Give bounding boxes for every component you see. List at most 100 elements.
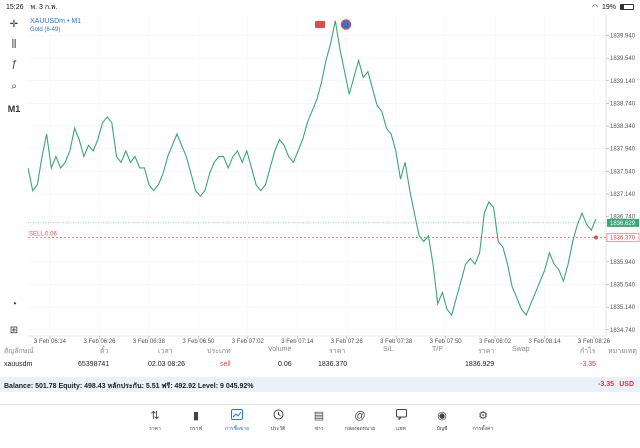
y-tick-label: 1838.340 — [610, 124, 636, 130]
current-price-tag-label: 1836.629 — [610, 221, 636, 227]
col-swap: Swap — [512, 346, 530, 353]
add-window-icon[interactable]: ⊞ — [9, 325, 19, 336]
chart-toolbar: ✛ ⫼ ƒ ⌕ M1 ◔ ⊞ — [0, 14, 28, 344]
battery-percent: 19% — [601, 3, 616, 11]
y-tick-label: 1837.940 — [610, 147, 636, 153]
sell-price-tag-label: 1836.370 — [610, 236, 636, 242]
positions-header: สัญลักษณ์ ตั๋ว เวลา ประเภท Volume ราคา S… — [0, 346, 640, 359]
mailbox-icon: @ — [354, 410, 366, 422]
tab-label: บัญชี — [436, 426, 448, 432]
y-tick-label: 1837.140 — [610, 192, 636, 198]
price-line — [27, 20, 597, 317]
table-row[interactable]: xauusdm 65398741 02.03 08:26 sell 0.06 1… — [0, 361, 640, 375]
x-tick-label: 3 Feb 06:14 — [34, 339, 67, 344]
tab-account[interactable]: ◉ บัญชี — [422, 409, 462, 433]
objects-icon[interactable]: ⌕ — [11, 81, 17, 92]
timeframe-button[interactable]: M1 — [7, 104, 21, 114]
row-price: 1836.370 — [318, 361, 348, 368]
tab-history[interactable]: ประวัติ — [258, 409, 298, 433]
y-tick-label: 1834.740 — [610, 328, 636, 334]
tab-label: ประวัติ — [270, 426, 286, 432]
total-profit: -3.35 — [598, 381, 614, 388]
chat-icon — [381, 409, 421, 423]
col-type: ประเภท — [207, 348, 231, 355]
speedometer-icon[interactable]: ◔ — [10, 299, 18, 310]
chart-icon: ▮ — [192, 410, 200, 422]
y-tick-label: 1835.140 — [610, 305, 636, 311]
y-tick-label: 1835.940 — [610, 260, 636, 266]
wifi-icon: ◠ — [591, 4, 598, 11]
col-comment: หมายเหตุ — [608, 348, 637, 355]
col-ticket: ตั๋ว — [100, 348, 109, 355]
x-tick-label: 3 Feb 06:50 — [182, 339, 215, 344]
tab-label: ราคา — [149, 426, 161, 432]
row-type: sell — [220, 361, 231, 368]
balance-summary: Balance: 501.78 Equity: 498.43 หลักประกั… — [4, 383, 254, 390]
tab-label: การตั้งค่า — [472, 426, 494, 432]
tab-trade[interactable]: การซื้อขาย — [217, 409, 257, 433]
axis-ticks: 1839.940 1839.540 1839.140 1838.740 1838.340… — [34, 34, 636, 345]
history-icon — [258, 409, 298, 423]
news-icon: ▤ — [313, 410, 325, 422]
x-tick-label: 3 Feb 07:14 — [281, 339, 314, 344]
x-tick-label: 3 Feb 07:38 — [380, 339, 413, 344]
clock: 15:26 — [6, 3, 24, 11]
col-volume: Volume — [268, 346, 292, 353]
price-chart[interactable]: 1839.940 1839.540 1839.140 1838.740 1838.340… — [27, 14, 640, 345]
row-time: 02.03 08:26 — [148, 361, 185, 368]
one-click-buttons[interactable] — [315, 19, 352, 30]
tab-chart[interactable]: ▮ กราฟ — [176, 409, 216, 433]
signal-icon[interactable] — [340, 19, 352, 30]
x-tick-label: 3 Feb 06:38 — [133, 339, 166, 344]
tab-quotes[interactable]: ⇅ ราคา — [135, 409, 175, 433]
y-tick-label: 1839.940 — [610, 34, 636, 40]
tab-chat[interactable]: แชท — [381, 409, 421, 433]
x-tick-label: 3 Feb 07:02 — [232, 339, 265, 344]
battery-icon — [620, 4, 634, 10]
function-icon[interactable]: ƒ — [11, 59, 17, 70]
settings-icon: ⚙ — [478, 410, 488, 422]
col-profit: กำไร — [580, 348, 596, 355]
x-tick-label: 3 Feb 08:14 — [529, 339, 562, 344]
sell-price-tag — [606, 233, 640, 242]
x-tick-label: 3 Feb 08:02 — [479, 339, 512, 344]
sell-order-label: SELL 0.06 — [29, 232, 57, 238]
x-tick-label: 3 Feb 08:26 — [578, 339, 611, 344]
crosshair-icon[interactable]: ✛ — [9, 19, 19, 30]
y-tick-label: 1838.740 — [610, 101, 636, 107]
y-tick-label: 1837.540 — [610, 169, 636, 175]
col-time: เวลา — [158, 348, 173, 355]
tab-label: กราฟ — [189, 426, 203, 432]
indicators-icon[interactable]: ⫼ — [11, 39, 17, 50]
row-current-price: 1836.929 — [465, 361, 495, 368]
tab-settings[interactable]: ⚙ การตั้งค่า — [463, 409, 503, 433]
bottom-tab-bar: ⇅ ราคา ▮ กราฟ การซื้อขาย ประวัติ ▤ ข่าว … — [0, 404, 640, 448]
quotes-icon: ⇅ — [150, 410, 160, 422]
x-tick-label: 3 Feb 06:26 — [83, 339, 116, 344]
symbol-label: XAUUSDm • M1 — [30, 18, 81, 25]
grid — [28, 14, 606, 336]
col-current-price: ราคา — [478, 348, 495, 355]
col-price: ราคา — [329, 348, 346, 355]
last-price-dot — [594, 235, 598, 240]
account-icon: ◉ — [437, 410, 447, 422]
tab-mailbox[interactable]: @ กล่องจดหมาย — [340, 409, 380, 433]
tab-label: การซื้อขาย — [224, 426, 250, 432]
x-tick-label: 3 Feb 07:50 — [430, 339, 463, 344]
y-tick-label: 1836.740 — [610, 215, 636, 221]
current-price-tag — [607, 218, 639, 227]
one-click-trade-icon[interactable] — [315, 21, 325, 28]
y-tick-label: 1839.540 — [610, 56, 636, 62]
currency: USD — [619, 381, 634, 388]
tab-label: ข่าว — [314, 426, 324, 432]
trade-icon — [217, 409, 257, 423]
tab-news[interactable]: ▤ ข่าว — [299, 409, 339, 433]
row-volume: 0.06 — [278, 361, 292, 368]
col-sl: S/L — [383, 346, 394, 353]
row-symbol: xauusdm — [4, 361, 33, 368]
y-tick-label: 1835.540 — [610, 283, 636, 289]
col-tp: T/P — [432, 346, 443, 353]
indicator-label: Gold (6-49) — [30, 27, 60, 33]
chart-svg[interactable]: 1839.940 1839.540 1839.140 1838.740 1838.340… — [27, 14, 640, 345]
balance-bar: Balance: 501.78 Equity: 498.43 หลักประกั… — [0, 377, 640, 392]
